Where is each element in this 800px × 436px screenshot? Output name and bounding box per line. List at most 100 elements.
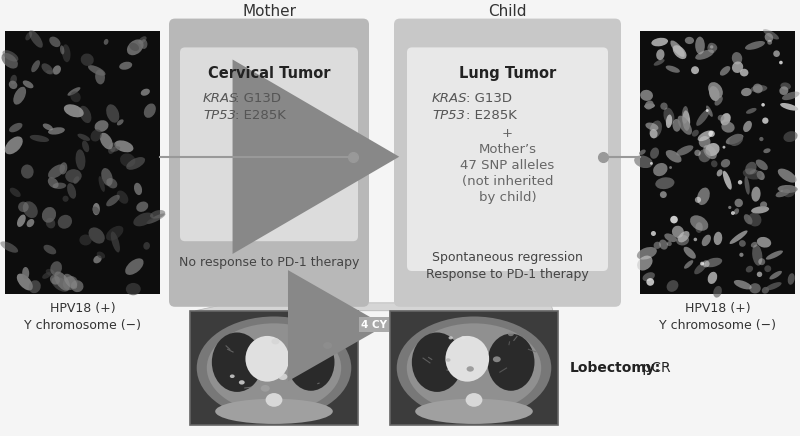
FancyBboxPatch shape	[407, 48, 608, 271]
Ellipse shape	[723, 171, 732, 190]
Ellipse shape	[110, 232, 120, 252]
Ellipse shape	[694, 262, 706, 274]
Circle shape	[710, 45, 714, 48]
Text: No response to PD-1 therapy: No response to PD-1 therapy	[179, 256, 359, 269]
Ellipse shape	[26, 219, 34, 227]
Ellipse shape	[108, 143, 116, 154]
Ellipse shape	[323, 342, 332, 349]
Ellipse shape	[126, 157, 145, 170]
Ellipse shape	[745, 176, 750, 194]
Ellipse shape	[89, 228, 105, 244]
Ellipse shape	[714, 96, 723, 106]
Ellipse shape	[42, 63, 53, 74]
Ellipse shape	[734, 208, 739, 215]
Ellipse shape	[117, 191, 128, 204]
Ellipse shape	[654, 59, 665, 66]
Circle shape	[651, 231, 656, 236]
Ellipse shape	[106, 178, 118, 188]
Ellipse shape	[770, 271, 782, 279]
Ellipse shape	[94, 255, 102, 263]
Ellipse shape	[10, 187, 21, 197]
Ellipse shape	[114, 140, 134, 152]
Ellipse shape	[134, 212, 154, 226]
Ellipse shape	[53, 183, 66, 189]
Ellipse shape	[2, 50, 18, 61]
Text: : E285K: : E285K	[466, 109, 517, 122]
Ellipse shape	[50, 275, 60, 285]
Ellipse shape	[745, 162, 757, 175]
Ellipse shape	[14, 87, 26, 105]
Polygon shape	[195, 303, 553, 311]
Ellipse shape	[46, 70, 54, 75]
Ellipse shape	[780, 82, 791, 90]
Circle shape	[694, 150, 701, 156]
Ellipse shape	[743, 121, 752, 132]
Ellipse shape	[67, 183, 76, 199]
Ellipse shape	[46, 218, 55, 228]
Circle shape	[700, 262, 704, 266]
Ellipse shape	[71, 280, 83, 292]
Ellipse shape	[714, 232, 722, 245]
Ellipse shape	[726, 134, 743, 144]
Text: Mother’s: Mother’s	[478, 143, 537, 156]
Ellipse shape	[704, 258, 722, 267]
Circle shape	[757, 272, 762, 277]
Ellipse shape	[656, 49, 665, 60]
Ellipse shape	[757, 171, 765, 180]
Ellipse shape	[493, 356, 501, 362]
Ellipse shape	[136, 201, 148, 212]
Ellipse shape	[654, 242, 661, 249]
Text: 47 SNP alleles: 47 SNP alleles	[460, 159, 554, 172]
Ellipse shape	[659, 239, 668, 250]
Ellipse shape	[215, 399, 333, 424]
Ellipse shape	[757, 237, 771, 248]
Ellipse shape	[42, 272, 51, 279]
Ellipse shape	[21, 164, 34, 179]
Ellipse shape	[692, 130, 699, 136]
Ellipse shape	[54, 272, 70, 291]
Ellipse shape	[698, 130, 713, 141]
Circle shape	[660, 191, 666, 198]
Text: KRAS: KRAS	[203, 92, 238, 105]
Circle shape	[695, 197, 701, 203]
Circle shape	[691, 66, 699, 74]
Circle shape	[762, 103, 765, 106]
Ellipse shape	[702, 235, 711, 246]
Text: : G13D: : G13D	[235, 92, 281, 105]
Ellipse shape	[678, 231, 690, 242]
Text: TP53: TP53	[432, 109, 465, 122]
Ellipse shape	[672, 226, 684, 238]
Ellipse shape	[650, 120, 662, 138]
Text: : G13D: : G13D	[466, 92, 512, 105]
Ellipse shape	[756, 160, 768, 170]
Ellipse shape	[788, 273, 794, 285]
Ellipse shape	[708, 43, 718, 51]
Ellipse shape	[90, 129, 102, 142]
Ellipse shape	[763, 148, 770, 153]
Ellipse shape	[698, 136, 710, 148]
Ellipse shape	[634, 155, 653, 168]
Circle shape	[660, 102, 668, 110]
Ellipse shape	[31, 60, 40, 72]
Ellipse shape	[748, 213, 762, 226]
Ellipse shape	[732, 61, 743, 73]
Ellipse shape	[666, 65, 680, 73]
Ellipse shape	[2, 53, 18, 68]
FancyBboxPatch shape	[5, 31, 160, 294]
Ellipse shape	[487, 334, 534, 391]
Ellipse shape	[778, 169, 797, 183]
Text: Spontaneous regression
Response to PD-1 therapy: Spontaneous regression Response to PD-1 …	[426, 251, 589, 281]
Ellipse shape	[239, 380, 245, 385]
Ellipse shape	[646, 123, 658, 130]
Ellipse shape	[751, 206, 769, 214]
Ellipse shape	[98, 176, 105, 192]
Circle shape	[767, 40, 772, 45]
Ellipse shape	[698, 149, 710, 162]
Ellipse shape	[461, 336, 466, 340]
Ellipse shape	[707, 44, 716, 53]
Ellipse shape	[127, 39, 143, 55]
Circle shape	[708, 130, 715, 137]
Ellipse shape	[46, 269, 55, 276]
Ellipse shape	[64, 274, 78, 289]
Ellipse shape	[762, 287, 769, 294]
